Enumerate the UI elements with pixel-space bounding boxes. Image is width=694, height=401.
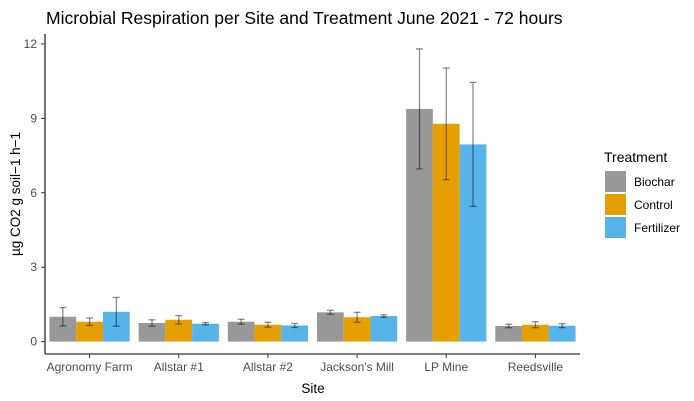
bar-biochar <box>49 316 77 342</box>
error-bar <box>264 321 272 328</box>
error-bar <box>469 81 477 208</box>
y-tick-label: 3 <box>30 260 37 274</box>
legend-key-fertilizer <box>605 217 626 238</box>
bar-control <box>432 123 460 342</box>
bar-fertilizer <box>459 144 487 342</box>
error-bar <box>442 67 450 181</box>
x-tick-label: Allstar #2 <box>243 360 293 374</box>
x-axis-label: Site <box>301 381 324 396</box>
bar-control <box>254 324 282 342</box>
legend-key-biochar <box>605 171 626 192</box>
bar-fertilizer <box>102 311 130 342</box>
error-bar <box>326 309 334 315</box>
bar-biochar <box>406 108 433 342</box>
legend-label: Control <box>634 198 673 212</box>
y-tick-label: 0 <box>30 335 37 349</box>
error-bar <box>353 311 361 323</box>
legend-label: Biochar <box>634 175 675 189</box>
error-bar <box>505 323 513 329</box>
y-axis-label: µg CO2 g soil−1 h−1 <box>8 132 23 256</box>
error-bar <box>380 314 388 318</box>
error-bar <box>202 321 209 326</box>
bar-fertilizer <box>548 325 576 342</box>
bar-fertilizer <box>281 325 309 342</box>
bar-control <box>76 321 103 342</box>
bar-biochar <box>227 321 255 342</box>
bar-biochar <box>138 322 166 342</box>
error-bar <box>558 323 566 329</box>
legend-title: Treatment <box>604 149 667 165</box>
x-tick-label: Reedsville <box>508 360 564 374</box>
bar-fertilizer <box>370 316 398 342</box>
bar-biochar <box>495 325 523 342</box>
error-bar <box>86 317 94 327</box>
x-tick-label: Allstar #1 <box>154 360 204 374</box>
error-bar <box>175 314 183 325</box>
legend-label: Fertilizer <box>634 221 680 235</box>
error-bar <box>531 321 539 329</box>
x-tick-label: LP Mine <box>424 360 468 374</box>
bar-control <box>522 324 549 342</box>
x-tick-label: Agronomy Farm <box>47 360 133 374</box>
error-bar <box>416 48 423 170</box>
x-tick-label: Jackson's Mill <box>320 360 394 374</box>
error-bar <box>59 306 67 327</box>
error-bar <box>112 296 120 327</box>
chart-title: Microbial Respiration per Site and Treat… <box>46 8 563 28</box>
y-tick-label: 12 <box>24 37 38 51</box>
bar-biochar <box>316 312 344 342</box>
legend: Treatment Biochar Control Fertilizer <box>604 149 680 238</box>
y-tick-label: 9 <box>30 111 37 125</box>
bar-fertilizer <box>192 323 219 342</box>
plot-area: 0 3 6 9 12 Agronomy Farm Allstar #1 Allstar #2 J… <box>24 34 580 374</box>
bar-control <box>343 317 371 342</box>
error-bar <box>148 319 156 327</box>
bar-control <box>165 319 193 342</box>
error-bar <box>237 318 245 325</box>
y-tick-label: 6 <box>30 186 37 200</box>
legend-key-control <box>605 194 626 215</box>
error-bar <box>291 322 299 329</box>
